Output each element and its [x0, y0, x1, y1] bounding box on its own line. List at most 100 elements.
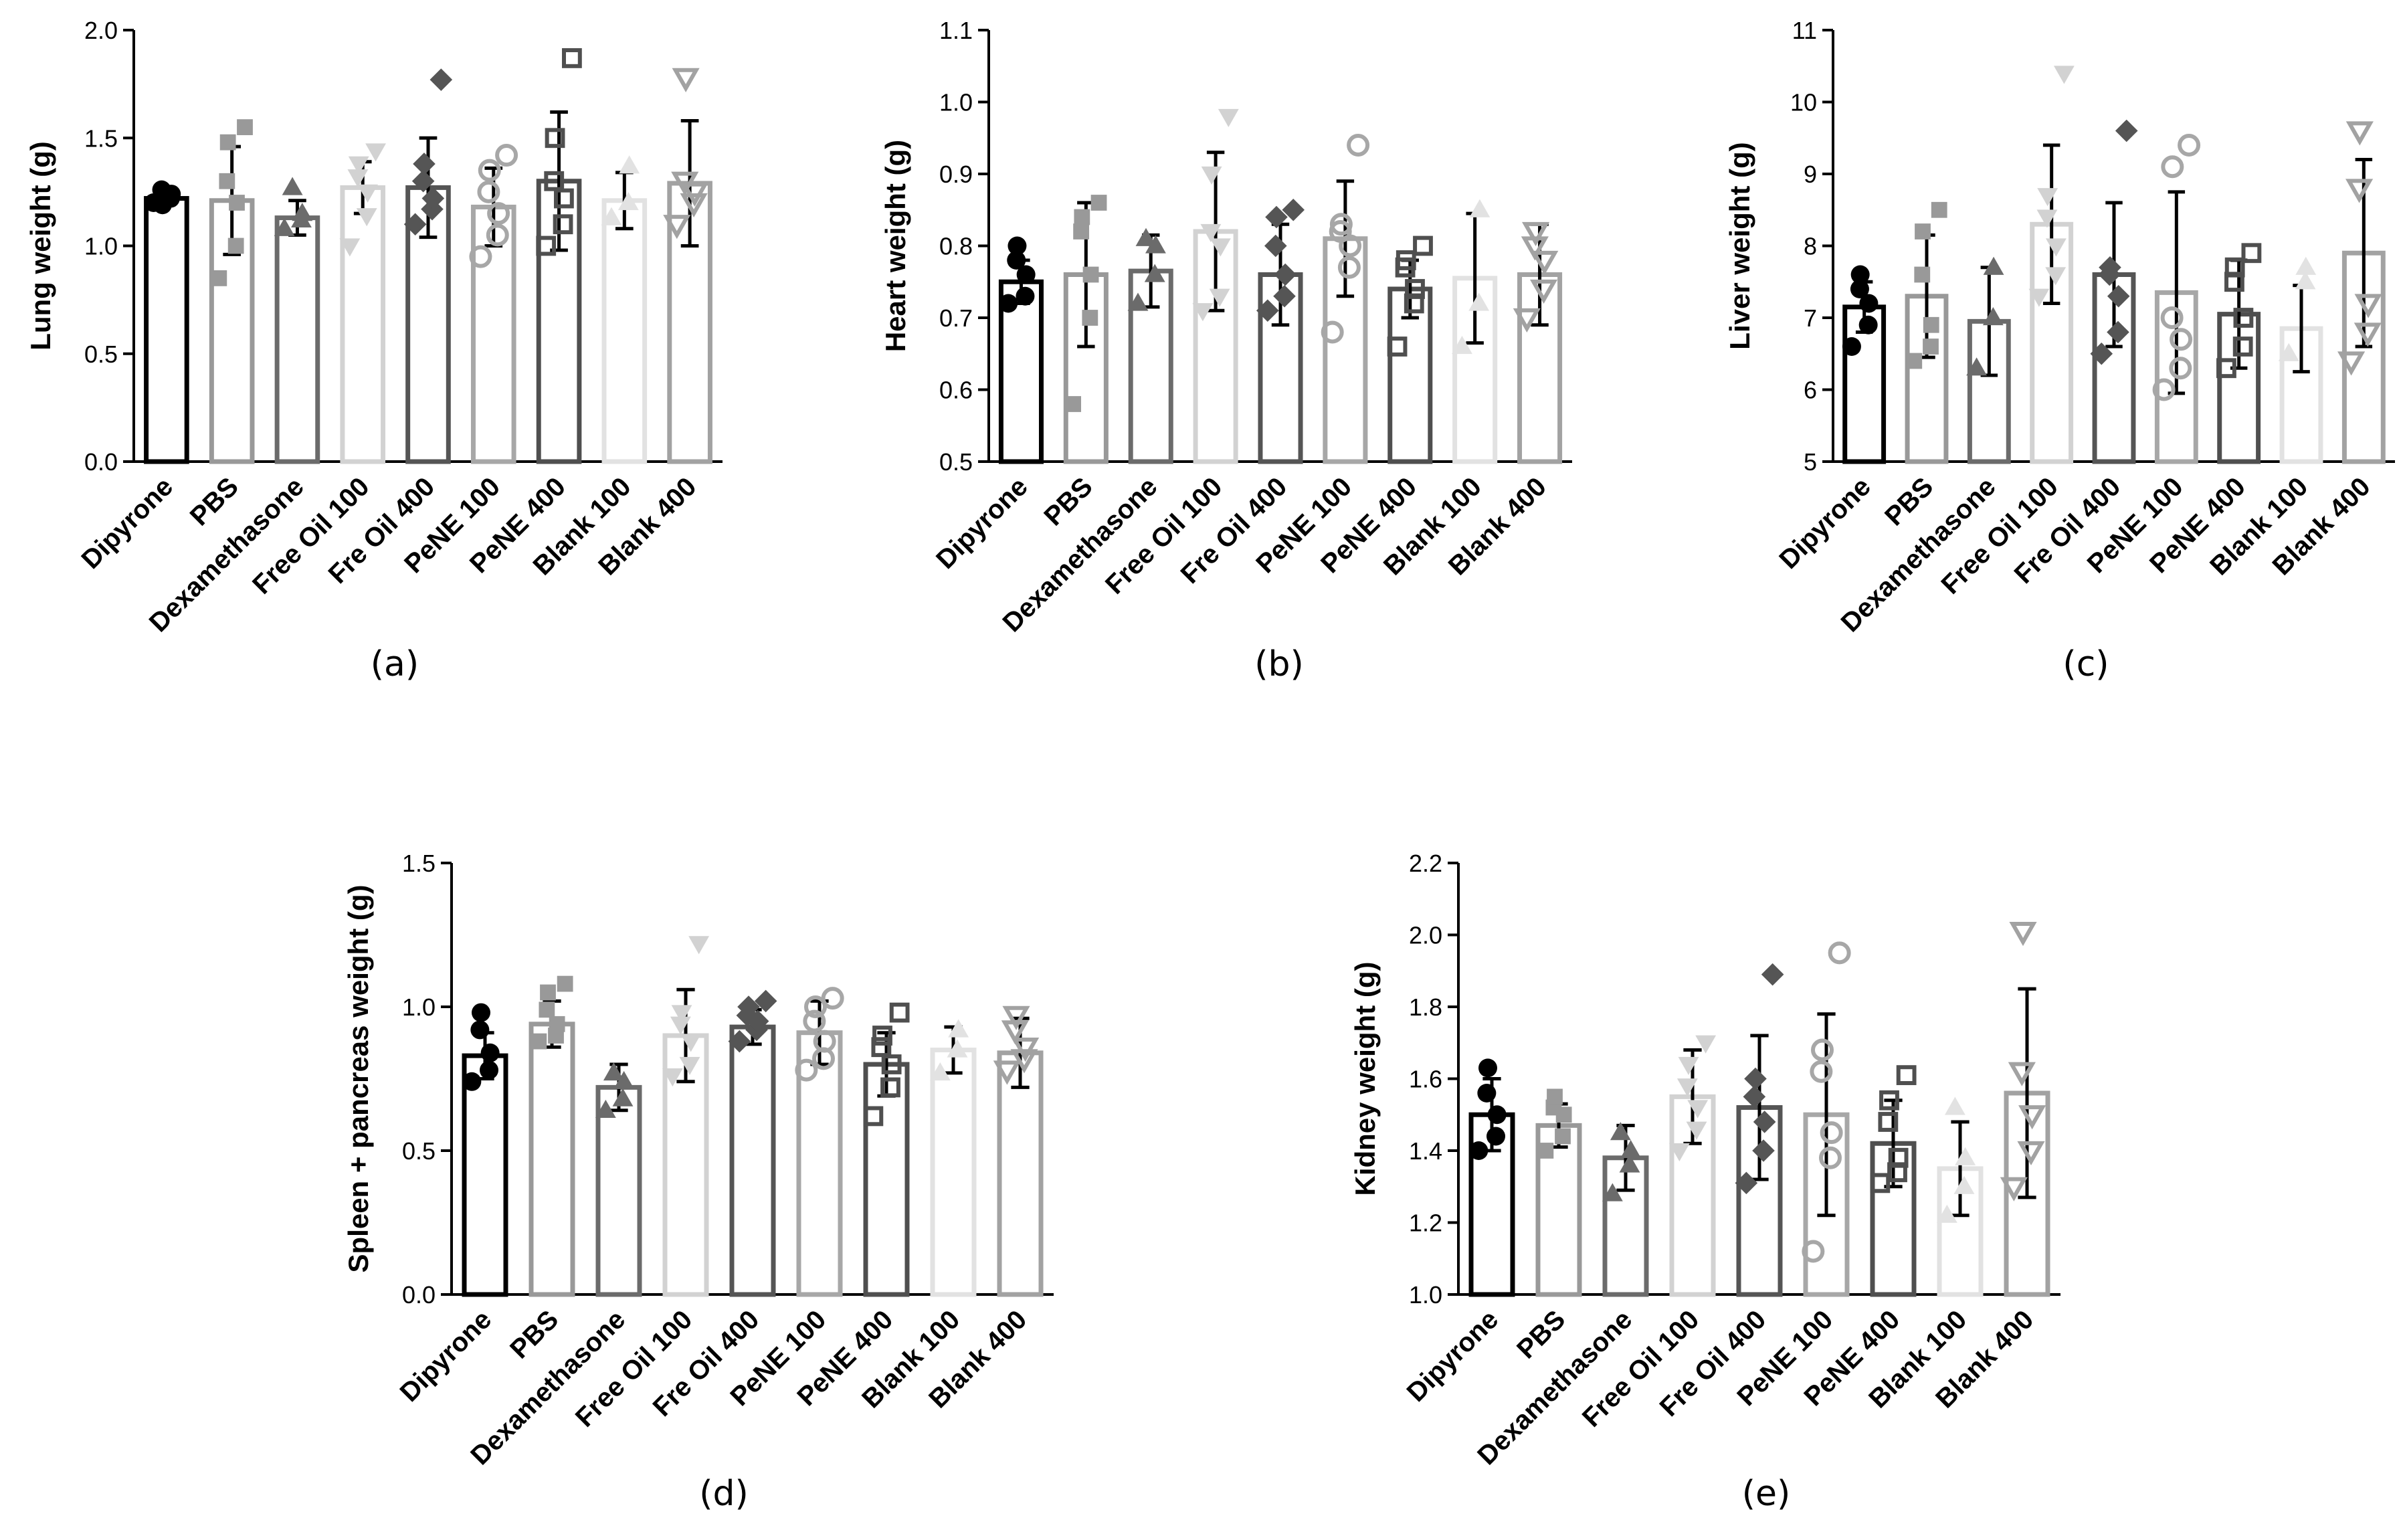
data-point [557, 975, 573, 992]
data-point [881, 1054, 902, 1074]
data-point [1811, 1038, 1834, 1062]
data-point [1144, 264, 1165, 282]
data-point [348, 156, 369, 175]
data-point [211, 270, 227, 286]
data-point [1210, 238, 1231, 257]
x-tick-label: Dipyrone [395, 1305, 498, 1408]
data-point [993, 1060, 1021, 1085]
data-point [2224, 257, 2245, 278]
data-point [1695, 1035, 1717, 1054]
data-point [1896, 1065, 1917, 1086]
x-tick-label: PBS [185, 472, 244, 531]
error-bar [1951, 1120, 1970, 1218]
bar [529, 1022, 575, 1297]
data-point [929, 1062, 951, 1081]
data-point [2107, 320, 2129, 344]
data-point [1735, 1171, 1758, 1195]
y-tick-label: 0.9 [939, 161, 973, 188]
y-tick-label: 6 [1804, 377, 1817, 404]
data-point [803, 1009, 826, 1033]
data-point [613, 1070, 635, 1089]
data-point [1676, 1078, 1698, 1097]
y-tick-label: 8 [1804, 233, 1817, 260]
data-point [1931, 201, 1947, 218]
data-point [339, 238, 361, 257]
data-point [795, 1058, 818, 1082]
y-tick-label: 0.0 [84, 448, 118, 476]
data-point [947, 1039, 968, 1058]
y-tick-label: 1.0 [1409, 1281, 1442, 1309]
data-point [1452, 336, 1472, 355]
data-point [1858, 315, 1878, 334]
chart-panel: 0.0 0.5 1.0 1.5 Spleen + pancreas weight (g)… [343, 850, 1054, 1514]
y-tick-label: 1.1 [939, 17, 973, 44]
y-axis-title: Heart weight (g) [880, 140, 911, 352]
data-point [153, 195, 172, 215]
data-point [1264, 234, 1287, 258]
data-point [1953, 1175, 1975, 1194]
data-point [1842, 337, 1861, 356]
data-point [1555, 1128, 1571, 1145]
y-tick-label: 1.0 [84, 233, 118, 260]
data-point [1007, 251, 1026, 270]
y-tick-label: 7 [1804, 304, 1817, 332]
data-point [1915, 223, 1931, 239]
chart-panel: 1.0 1.2 1.4 1.6 1.8 2.0 2.2 Kidney weight (g) Di… [1349, 850, 2060, 1514]
data-point [1850, 265, 1870, 284]
y-tick-label: 0.5 [939, 448, 973, 476]
data-point [1209, 288, 1230, 307]
data-point [1850, 280, 1869, 298]
data-point [1859, 294, 1879, 313]
y-tick-label: 2.0 [84, 17, 118, 44]
data-point [1743, 1085, 1766, 1109]
data-point [2161, 155, 2184, 179]
data-point [2036, 209, 2058, 228]
data-point [2354, 294, 2382, 318]
data-point [1982, 307, 2004, 326]
data-point [603, 1062, 624, 1081]
data-point [1073, 223, 1090, 239]
data-point [1753, 1111, 1776, 1133]
data-point [2017, 1141, 2045, 1166]
bar [930, 1048, 977, 1297]
data-point [813, 1030, 836, 1053]
y-axis-title: Spleen + pancreas weight (g) [343, 885, 374, 1273]
error-bar [2018, 987, 2036, 1199]
y-tick-label: 0.5 [84, 341, 118, 368]
data-point [347, 169, 369, 188]
chart-panel: 0.5 0.6 0.7 0.8 0.9 1.0 1.1 Heart weight (g) Dip… [880, 17, 1572, 684]
bar [340, 185, 386, 464]
data-point [1810, 1060, 1833, 1083]
panel-label: (b) [1254, 644, 1304, 684]
data-point [737, 995, 760, 1018]
data-point [2337, 351, 2366, 376]
data-point [1678, 1056, 1699, 1075]
y-tick-label: 1.0 [939, 89, 973, 116]
data-point [292, 203, 313, 221]
data-point [1870, 1173, 1891, 1193]
data-point [2178, 134, 2201, 157]
data-point [680, 182, 709, 207]
data-point [2295, 271, 2316, 290]
y-tick-label: 2.2 [1409, 850, 1442, 877]
x-tick-label: Free Oil 100 [570, 1305, 698, 1432]
data-point [1273, 284, 1296, 308]
data-point [274, 217, 295, 236]
data-point [2028, 288, 2050, 307]
data-point [863, 1106, 884, 1127]
x-tick-label: Dipyrone [1773, 472, 1877, 575]
data-point [229, 195, 245, 211]
data-point [421, 197, 444, 221]
y-tick-label: 1.8 [1409, 993, 1442, 1021]
data-point [152, 180, 171, 199]
data-point [1012, 1038, 1040, 1062]
data-point [1468, 292, 1490, 311]
error-bar [419, 136, 438, 239]
data-point [1888, 1147, 1909, 1168]
data-point [871, 1037, 892, 1058]
panel-label: (a) [371, 644, 419, 684]
y-tick-label: 0.0 [402, 1281, 436, 1309]
data-point [1469, 1141, 1489, 1160]
data-point [1537, 1143, 1554, 1159]
